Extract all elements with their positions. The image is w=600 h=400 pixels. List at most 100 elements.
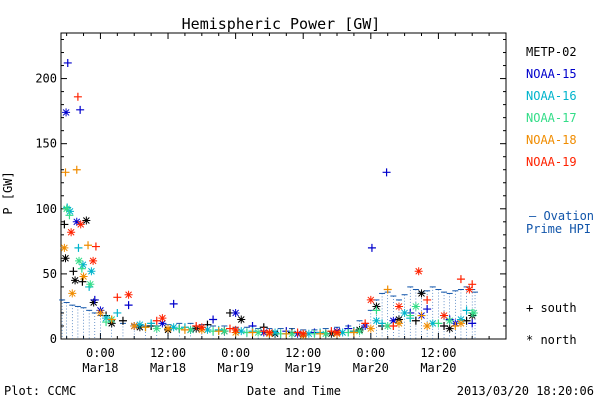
north-point-metp-02 — [82, 216, 91, 225]
north-point-noaa-17 — [186, 325, 195, 334]
y-tick-label: 200 — [35, 72, 57, 86]
south-marker-legend: + south — [526, 301, 577, 315]
legend-item-noaa-15: NOAA-15 — [526, 67, 577, 81]
south-point-noaa-19 — [456, 275, 465, 284]
north-point-noaa-17 — [469, 308, 478, 317]
south-point-noaa-17 — [77, 264, 86, 273]
north-point-noaa-18 — [164, 324, 173, 333]
north-point-noaa-17 — [287, 329, 296, 338]
legend-item-noaa-19: NOAA-19 — [526, 155, 577, 169]
north-point-noaa-19 — [465, 285, 474, 294]
north-point-noaa-15 — [231, 308, 240, 317]
south-point-noaa-18 — [282, 329, 291, 338]
south-point-metp-02 — [69, 267, 78, 276]
north-point-noaa-18 — [366, 324, 375, 333]
north-point-noaa-15 — [72, 217, 81, 226]
x-tick-date-label: Mar19 — [218, 361, 254, 375]
south-point-noaa-18 — [61, 168, 70, 177]
north-point-noaa-17 — [62, 204, 71, 213]
north-point-noaa-16 — [304, 329, 313, 338]
north-point-noaa-19 — [197, 323, 206, 332]
north-point-noaa-15 — [389, 316, 398, 325]
south-point-noaa-17 — [65, 211, 74, 220]
south-point-noaa-18 — [383, 285, 392, 294]
north-point-noaa-19 — [265, 328, 274, 337]
north-point-noaa-19 — [394, 302, 403, 311]
south-point-noaa-18 — [72, 165, 81, 174]
legend-item-metp-02: METP-02 — [526, 45, 577, 59]
south-point-noaa-16 — [147, 319, 156, 328]
north-point-noaa-17 — [411, 302, 420, 311]
south-point-noaa-15 — [90, 295, 99, 304]
north-point-noaa-18 — [394, 319, 403, 328]
north-point-noaa-18 — [96, 308, 105, 317]
plot-frame — [60, 32, 507, 340]
north-point-noaa-19 — [124, 290, 133, 299]
north-point-noaa-19 — [299, 329, 308, 338]
north-point-noaa-16 — [237, 327, 246, 336]
south-point-noaa-18 — [214, 327, 223, 336]
north-point-noaa-19 — [76, 220, 85, 229]
north-point-noaa-17 — [355, 327, 364, 336]
x-tick-date-label: Mar19 — [285, 361, 321, 375]
north-point-noaa-19 — [158, 314, 167, 323]
south-point-noaa-17 — [175, 324, 184, 333]
x-axis-label: Date and Time — [247, 384, 341, 398]
north-point-noaa-16 — [400, 308, 409, 317]
x-tick-date-label: Mar18 — [82, 361, 118, 375]
x-tick-time-label: 12:00 — [285, 346, 321, 360]
south-point-noaa-16 — [113, 308, 122, 317]
x-tick-time-label: 0:00 — [356, 346, 385, 360]
south-point-noaa-18 — [349, 328, 358, 337]
north-point-noaa-18 — [423, 321, 432, 330]
south-point-noaa-15 — [169, 299, 178, 308]
south-point-noaa-18 — [316, 329, 325, 338]
y-axis-label: P [GW] — [1, 171, 15, 214]
north-point-noaa-17 — [75, 256, 84, 265]
north-point-noaa-16 — [372, 316, 381, 325]
x-tick-date-label: Mar20 — [353, 361, 389, 375]
plot-credit: Plot: CCMC — [4, 384, 76, 398]
x-tick-time-label: 12:00 — [150, 346, 186, 360]
north-point-noaa-16 — [271, 328, 280, 337]
x-tick-date-label: Mar20 — [420, 361, 456, 375]
north-point-noaa-18 — [456, 319, 465, 328]
south-point-noaa-19 — [259, 327, 268, 336]
north-marker-legend: * north — [526, 333, 577, 347]
y-tick-label: 100 — [35, 202, 57, 216]
south-point-metp-02 — [78, 277, 87, 286]
north-point-noaa-18 — [130, 321, 139, 330]
south-point-noaa-19 — [423, 295, 432, 304]
north-point-metp-02 — [445, 324, 454, 333]
south-point-noaa-15 — [382, 168, 391, 177]
south-point-noaa-16 — [74, 243, 83, 252]
north-point-noaa-19 — [231, 325, 240, 334]
south-point-metp-02 — [411, 316, 420, 325]
south-point-noaa-15 — [209, 315, 218, 324]
north-point-noaa-17 — [445, 316, 454, 325]
south-point-noaa-17 — [406, 311, 415, 320]
plot-timestamp: 2013/03/20 18:20:06 — [457, 384, 594, 398]
south-point-noaa-18 — [248, 328, 257, 337]
south-point-noaa-19 — [192, 321, 201, 330]
north-point-metp-02 — [417, 289, 426, 298]
south-point-noaa-18 — [417, 311, 426, 320]
north-point-noaa-18 — [79, 272, 88, 281]
north-point-noaa-19 — [89, 256, 98, 265]
y-tick-label: 150 — [35, 137, 57, 151]
south-point-noaa-19 — [225, 324, 234, 333]
south-point-noaa-18 — [84, 241, 93, 250]
south-point-noaa-15 — [468, 319, 477, 328]
north-point-noaa-15 — [62, 108, 71, 117]
south-point-metp-02 — [118, 316, 127, 325]
x-tick-time-label: 0:00 — [86, 346, 115, 360]
south-point-noaa-19 — [293, 328, 302, 337]
north-point-noaa-15 — [158, 319, 167, 328]
north-point-metp-02 — [89, 298, 98, 307]
satellite-data-points — [60, 58, 478, 340]
north-point-noaa-16 — [78, 260, 87, 269]
north-point-noaa-16 — [428, 319, 437, 328]
south-point-noaa-15 — [124, 301, 133, 310]
legend-item-noaa-18: NOAA-18 — [526, 133, 577, 147]
